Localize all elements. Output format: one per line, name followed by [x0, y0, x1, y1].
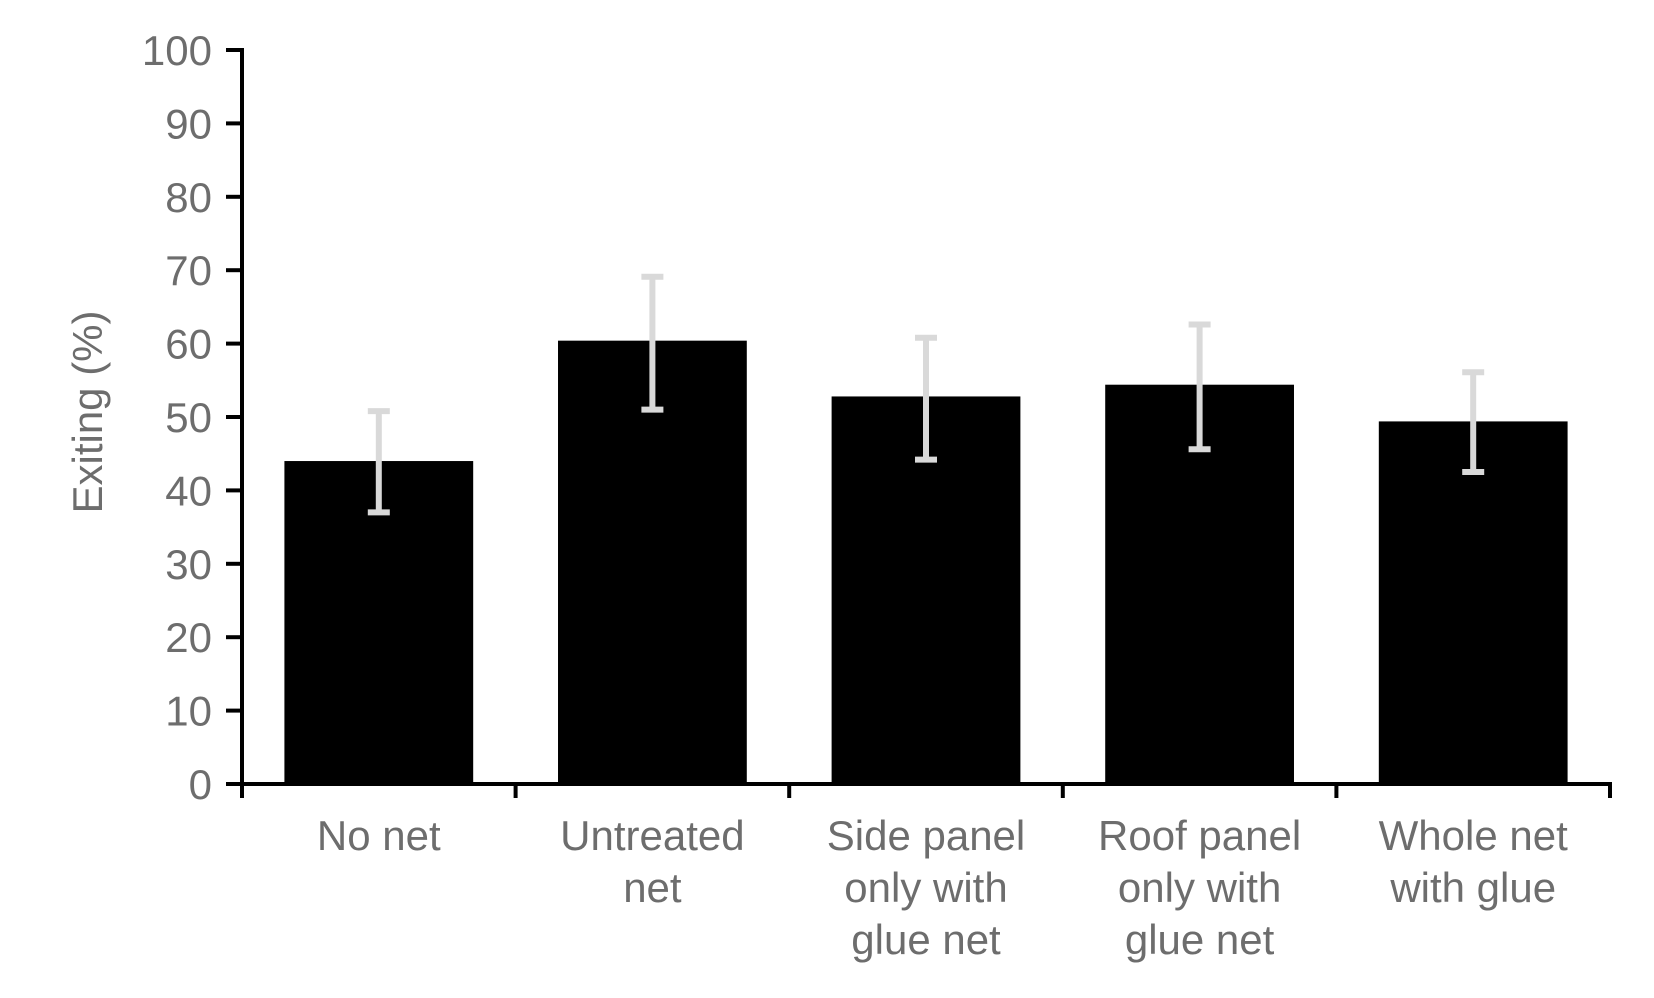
y-tick-label: 0: [189, 761, 212, 808]
y-axis-ticks: 0 10 20 30 40 50 60 70 80 90 100: [142, 27, 242, 808]
x-tick-label: glue net: [851, 916, 1001, 963]
y-tick-label: 20: [165, 614, 212, 661]
y-tick-label: 80: [165, 174, 212, 221]
y-tick-label: 100: [142, 27, 212, 74]
x-tick-label: No net: [317, 812, 441, 859]
bar: [558, 340, 747, 784]
bar: [1378, 421, 1568, 784]
x-tick-label: net: [623, 864, 682, 911]
x-tick-label: Roof panel: [1098, 812, 1301, 859]
error-bars: [367, 273, 1485, 516]
x-tick-label: Side panel: [827, 812, 1026, 859]
y-tick-label: 30: [165, 541, 212, 588]
y-tick-label: 40: [165, 467, 212, 514]
x-tick-label: with glue: [1389, 864, 1556, 911]
x-tick-label: glue net: [1125, 916, 1275, 963]
y-tick-label: 70: [165, 247, 212, 294]
bars: [284, 340, 1568, 784]
x-tick-label: only with: [844, 864, 1007, 911]
y-tick-label: 90: [165, 100, 212, 147]
x-tick-label: Untreated: [560, 812, 744, 859]
x-tick-label: only with: [1118, 864, 1281, 911]
y-tick-label: 10: [165, 688, 212, 735]
x-tick-label: Whole net: [1379, 812, 1568, 859]
y-tick-label: 50: [165, 394, 212, 441]
y-tick-label: 60: [165, 321, 212, 368]
y-axis-title: Exiting (%): [64, 310, 111, 513]
axes: [240, 48, 1612, 798]
x-axis-labels: No net Untreated net Side panel only with glu…: [317, 812, 1568, 963]
